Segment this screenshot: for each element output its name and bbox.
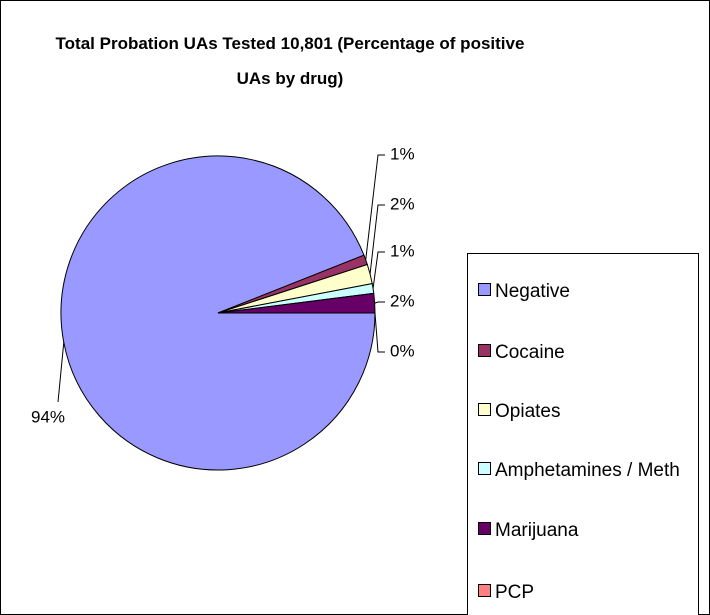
data-label: 2% (390, 291, 415, 310)
legend-item: Cocaine (478, 339, 693, 366)
leader-line (374, 312, 385, 353)
legend-swatch (478, 584, 491, 597)
legend-swatch (478, 462, 491, 475)
legend-swatch (478, 283, 491, 296)
leader-line (365, 154, 385, 260)
leader-line (369, 204, 385, 275)
legend-item: Opiates (478, 398, 693, 425)
data-label: 2% (390, 194, 415, 213)
leader-line (57, 342, 65, 403)
legend-label: PCP (495, 582, 535, 603)
legend-item: Amphetamines / Meth (478, 457, 693, 484)
legend-item: Negative (478, 278, 693, 305)
data-label: 1% (390, 144, 415, 163)
data-label: 94% (31, 407, 65, 426)
legend-swatch (478, 403, 491, 416)
legend: Negative Cocaine Opiates Amphetamines / Met… (467, 253, 699, 615)
legend-label: Amphetamines / Meth (495, 460, 680, 481)
leader-line (374, 301, 385, 304)
legend-label: Negative (495, 281, 570, 302)
data-label: 1% (390, 241, 415, 260)
legend-label: Cocaine (495, 342, 565, 363)
legend-label: Opiates (495, 401, 561, 422)
leader-line (372, 251, 385, 289)
legend-item: Marijuana (478, 517, 693, 544)
legend-label: Marijuana (495, 520, 579, 541)
data-label: 0% (390, 341, 415, 360)
legend-item: PCP (478, 579, 693, 606)
chart-title: Total Probation UAs Tested 10,801 (Perce… (55, 34, 525, 88)
legend-swatch (478, 522, 491, 535)
legend-swatch (478, 344, 491, 357)
